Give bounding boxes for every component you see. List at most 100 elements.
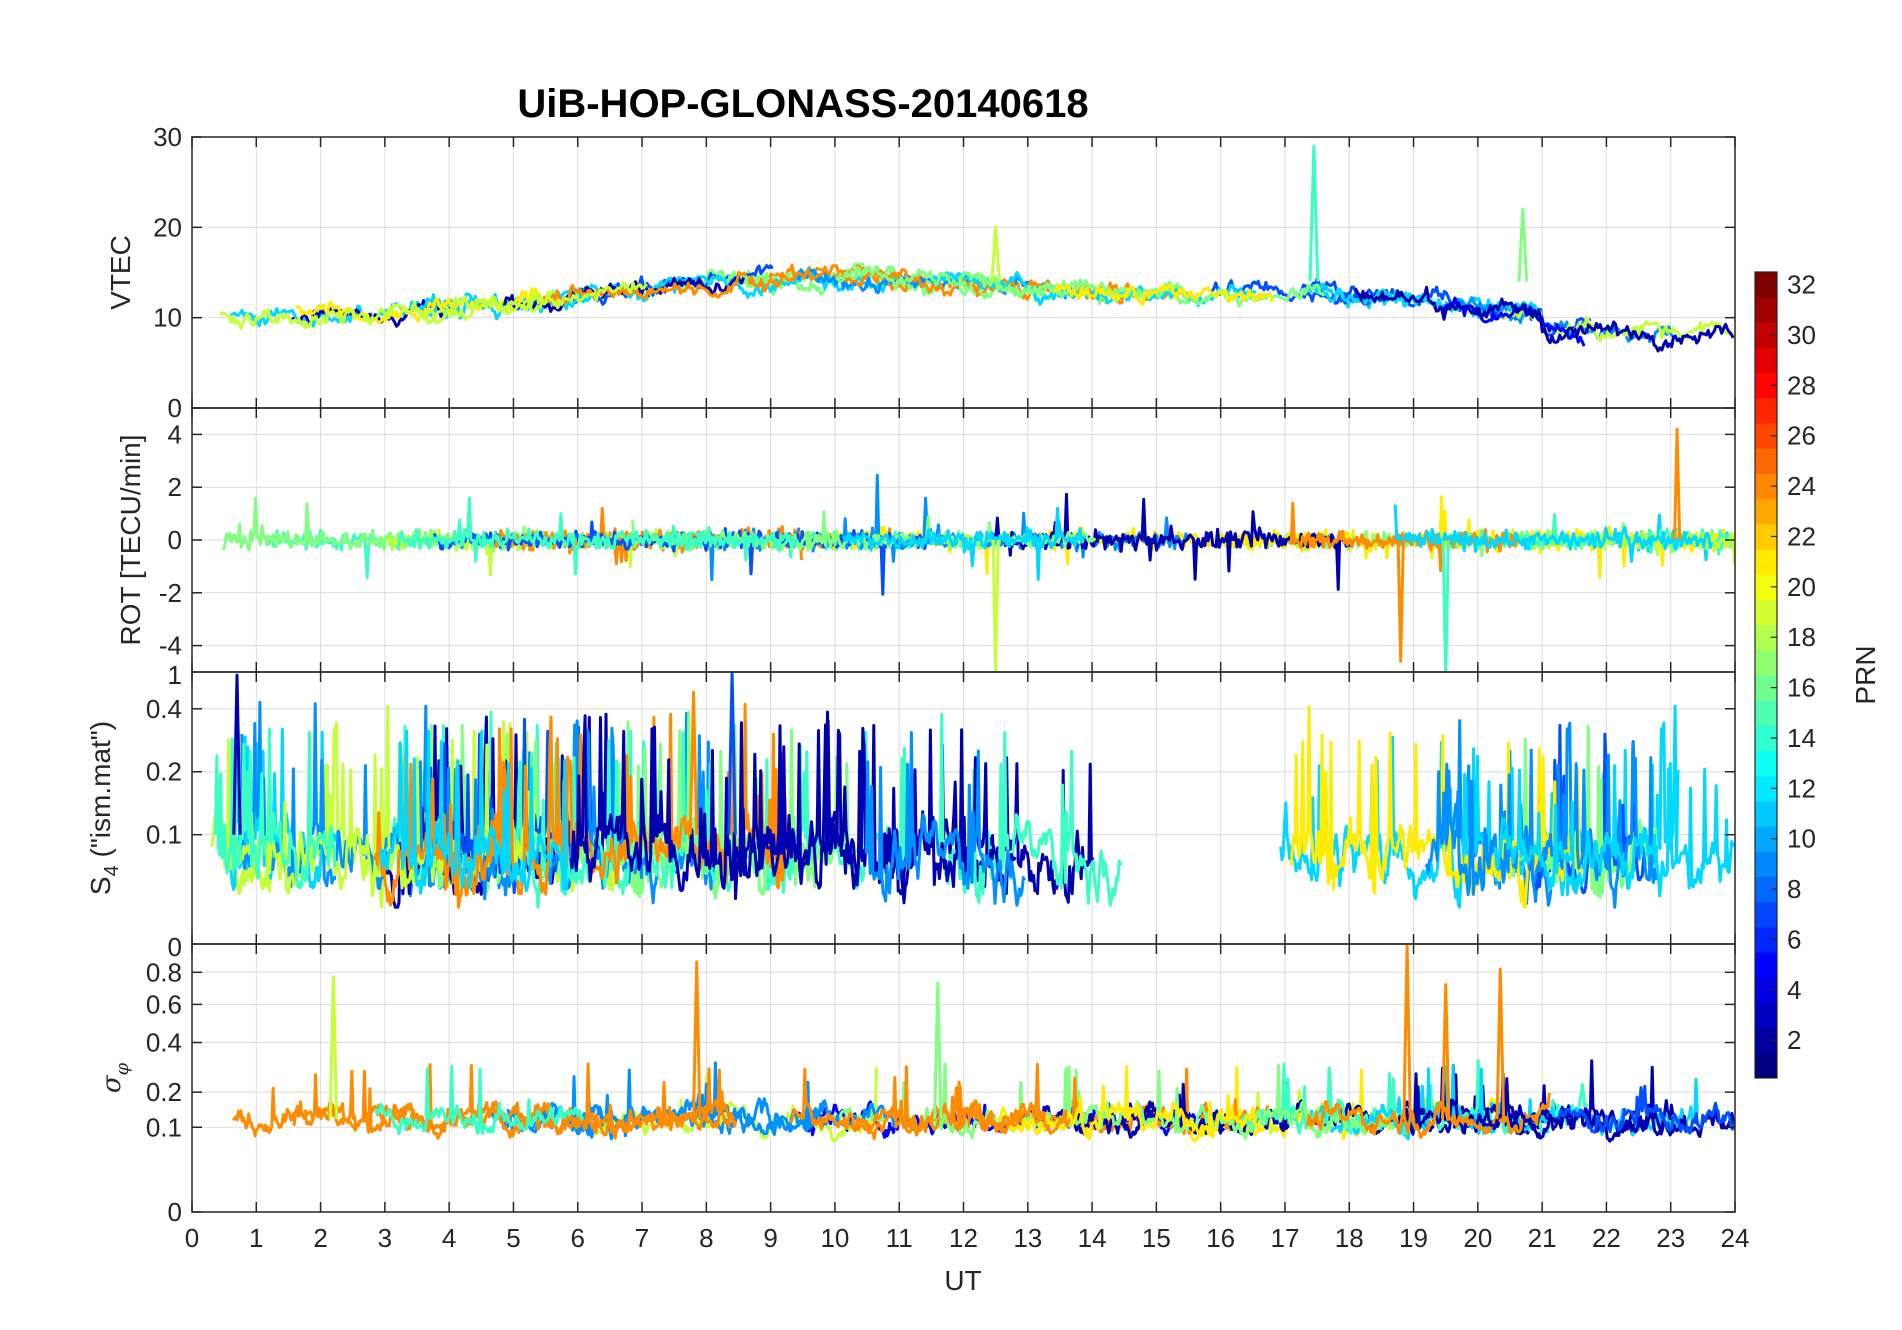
data-line: [374, 1064, 585, 1136]
y-axis-label: VTEC: [105, 235, 136, 310]
colorbar-segment: [1755, 952, 1777, 978]
panel-rot: -4 -2 0 2 4 ROT [TECU/min]: [115, 407, 1736, 673]
x-tick-label: 13: [1013, 1223, 1042, 1253]
colorbar-tick-label: 30: [1787, 320, 1816, 350]
data-line: [1517, 207, 1529, 282]
colorbar-segment: [1755, 826, 1777, 852]
y-tick-label: 4: [168, 419, 182, 449]
colorbar-tick-label: 32: [1787, 270, 1816, 300]
y-tick-label: 0.4: [146, 1028, 182, 1058]
y-tick-label: 0: [168, 1197, 182, 1227]
colorbar-segment: [1755, 649, 1777, 676]
colorbar-segment: [1755, 448, 1777, 474]
colorbar-segment: [1755, 297, 1777, 323]
x-tick-label: 11: [886, 1223, 913, 1253]
data-line: [1288, 501, 1529, 573]
data-line: [1493, 704, 1735, 898]
x-tick-label: 20: [1463, 1223, 1492, 1253]
data-line: [933, 981, 943, 1120]
colorbar-tick-label: 22: [1787, 521, 1816, 551]
colorbar-tick-label: 12: [1787, 773, 1816, 803]
x-tick-label: 6: [571, 1223, 585, 1253]
y-tick-label-top: 0: [168, 932, 182, 962]
colorbar-segment: [1755, 901, 1777, 928]
colorbar-segment: [1755, 675, 1777, 701]
y-axis-label: ROT [TECU/min]: [115, 434, 146, 645]
colorbar-frame: [1754, 271, 1778, 1079]
series-traces: [232, 944, 1735, 1143]
y-tick-label: 20: [153, 212, 182, 242]
panel-vtec: 0 10 20 30 VTEC: [105, 122, 1736, 423]
x-tick-label: 16: [1206, 1223, 1235, 1253]
colorbar-segment: [1755, 473, 1777, 500]
colorbar-segment: [1755, 523, 1777, 550]
colorbar-tick-label: 2: [1787, 1025, 1801, 1055]
colorbar-tick-label: 4: [1787, 975, 1801, 1005]
colorbar-segment: [1755, 977, 1777, 1003]
data-line: [328, 975, 339, 1120]
data-line: [937, 712, 1123, 907]
data-line: [1402, 944, 1412, 1120]
colorbar-segment: [1755, 750, 1777, 777]
chart-title: UiB-HOP-GLONASS-20140618: [517, 82, 1088, 126]
data-line: [379, 729, 569, 895]
colorbar-segment: [1755, 397, 1777, 424]
x-tick-label: 10: [820, 1223, 849, 1253]
colorbar-segment: [1755, 599, 1777, 626]
y-tick-label: 0: [168, 393, 182, 423]
y-axis-label: σφ: [97, 1062, 133, 1093]
x-tick-label: 15: [1142, 1223, 1171, 1253]
data-line: [789, 1065, 1071, 1141]
data-line: [395, 496, 799, 576]
data-line: [1481, 1065, 1735, 1143]
data-line: [1353, 285, 1735, 353]
series-traces: [221, 427, 1735, 672]
data-line: [1441, 539, 1450, 672]
colorbar-segment: [1755, 549, 1777, 575]
colorbar-tick-label: 10: [1787, 824, 1816, 854]
y-tick-label-top: 1: [168, 660, 182, 690]
y-tick-label: 0.1: [146, 1112, 182, 1142]
colorbar-tick-label: 20: [1787, 572, 1816, 602]
colorbar-segment: [1755, 347, 1777, 374]
data-line: [1308, 144, 1320, 282]
colorbar-segment: [1755, 851, 1777, 877]
x-tick-label: 18: [1335, 1223, 1364, 1253]
colorbar-tick-label: 6: [1787, 924, 1801, 954]
y-tick-label: 0.1: [146, 820, 182, 850]
colorbar-tick-label: 26: [1787, 421, 1816, 451]
data-line: [727, 672, 737, 835]
colorbar-label: PRN: [1850, 645, 1881, 704]
x-tick-label: 7: [635, 1223, 649, 1253]
colorbar-tick-label: 18: [1787, 622, 1816, 652]
data-line: [1673, 427, 1682, 541]
x-tick-label: 22: [1592, 1223, 1621, 1253]
y-tick-label: 10: [153, 303, 182, 333]
colorbar-segment: [1755, 423, 1777, 449]
x-axis-label: UT: [944, 1265, 981, 1296]
colorbar-tick-label: 8: [1787, 874, 1801, 904]
y-tick-label: 0: [168, 525, 182, 555]
colorbar-segment: [1755, 1002, 1777, 1029]
data-line: [996, 1065, 1260, 1141]
colorbar-segment: [1755, 876, 1777, 903]
data-line: [412, 280, 648, 325]
colorbar-segment: [1755, 1027, 1777, 1054]
y-tick-label: -2: [159, 578, 182, 608]
x-tick-label: 4: [442, 1223, 456, 1253]
data-line: [990, 225, 1001, 282]
colorbar-segment: [1755, 1052, 1777, 1079]
colorbar-segment: [1755, 926, 1777, 953]
x-tick-label: 12: [949, 1223, 978, 1253]
x-tick-label: 0: [185, 1223, 199, 1253]
data-line: [232, 673, 242, 835]
colorbar-tick-label: 14: [1787, 723, 1816, 753]
data-line: [842, 506, 1087, 581]
y-tick-label: 0.2: [146, 757, 182, 787]
data-line: [219, 290, 557, 331]
data-line: [688, 690, 699, 835]
y-tick-label: 0.2: [146, 1077, 182, 1107]
x-tick-label: 1: [249, 1223, 263, 1253]
